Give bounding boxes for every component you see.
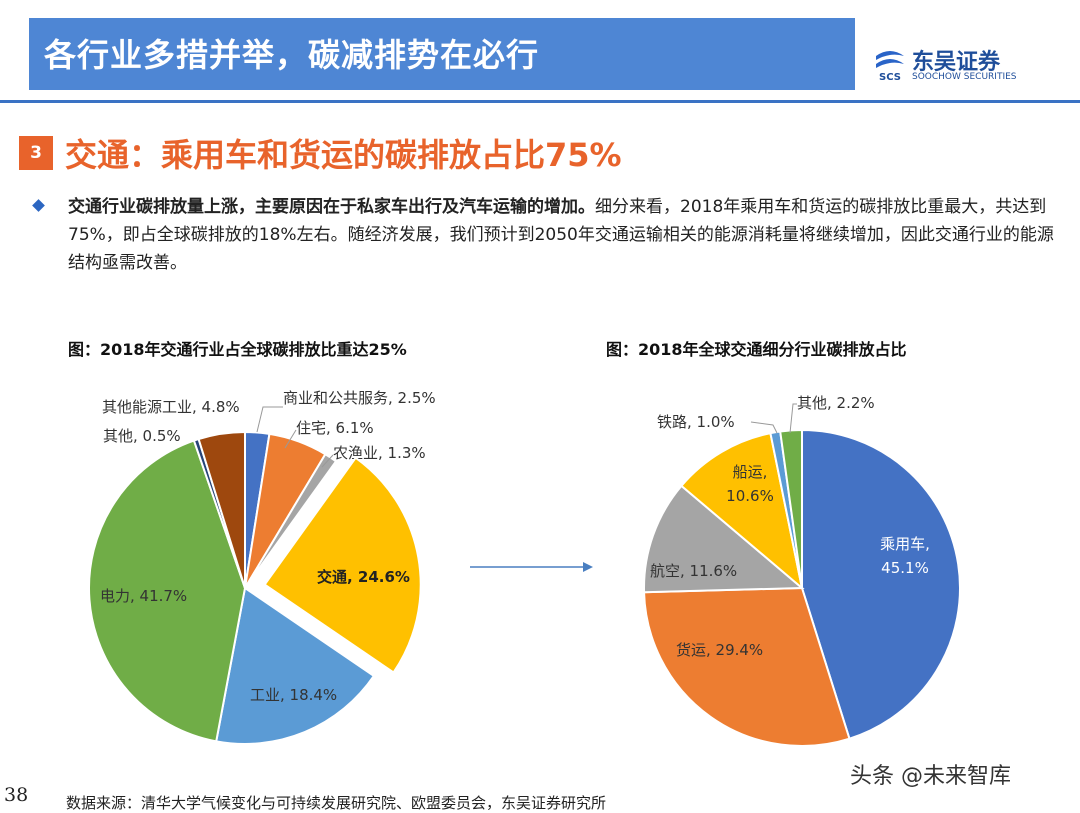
right-pie-slice-5 [779,428,803,589]
left-pie-slice-7 [197,430,246,589]
right-pie-label-4: 铁路, 1.0% [657,413,735,431]
left-chart-title: 图：2018年交通行业占全球碳排放比重达25% [68,340,407,359]
right-pie-leader-5 [789,403,797,434]
left-pie-label-1: 住宅, 6.1% [296,419,374,437]
left-pie-label-2: 农渔业, 1.3% [333,444,426,462]
logo-mark-text: SCS [879,72,901,82]
section-number-badge: 3 [19,136,53,170]
left-pie-leader-0 [256,406,283,433]
right-pie-label-5: 其他, 2.2% [797,394,875,412]
left-pie-leader-1 [284,429,297,449]
logo-english-name: SOOCHOW SECURITIES [912,72,1017,82]
summary-text: 细分来看，2018年乘用车和货运的碳排放比重最大，共达到75%，即占全球碳排放的… [68,197,1054,273]
source-note: 数据来源：清华大学气候变化与可持续发展研究院、欧盟委员会，东吴证券研究所 [66,794,607,812]
header-bar [29,18,855,90]
left-pie-slice-4 [215,586,376,745]
watermark: 头条 @未来智库 [850,764,1011,789]
header-divider [0,100,1080,103]
left-pie-label-7: 其他能源工业, 4.8% [102,398,240,416]
right-pie-label-3: 船运, 10.6% [726,463,774,505]
left-pie-chart: 商业和公共服务, 2.5% 住宅, 6.1% 农渔业, 1.3% 交通, 24.6% 工… [88,389,436,745]
left-pie-label-6: 其他, 0.5% [103,427,181,445]
right-pie-label-1: 货运, 29.4% [676,641,763,659]
right-pie-label-0: 乘用车, 45.1% [880,535,930,577]
right-pie-slice-2 [643,484,805,594]
logo-mark-icon: SCS [876,51,904,82]
left-pie-label-5: 电力, 41.7% [100,587,187,605]
logo-name: 东吴证券 [912,50,1001,75]
right-pie-slice-1 [643,586,851,747]
arrow-icon [470,562,593,572]
brand-logo: SCS 东吴证券 SOOCHOW SECURITIES [870,40,1050,86]
right-chart-title: 图：2018年全球交通细分行业碳排放占比 [606,340,907,359]
right-pie-chart: 乘用车, 45.1% 货运, 29.4% 航空, 11.6% 船运, 10.6% 铁路, 1… [643,394,961,747]
right-pie-slice-3 [680,432,804,591]
left-pie-leader-2 [321,454,334,468]
left-pie-label-0: 商业和公共服务, 2.5% [283,389,436,407]
right-pie-label-2: 航空, 11.6% [650,562,737,580]
left-pie-slice-5 [88,439,247,743]
right-pie-leader-4 [750,421,778,434]
summary-bold: 交通行业碳排放量上涨，主要原因在于私家车出行及汽车运输的增加。 [68,197,595,217]
summary-paragraph: 交通行业碳排放量上涨，主要原因在于私家车出行及汽车运输的增加。细分来看，2018… [68,193,1058,277]
page-number: 38 [4,784,29,806]
page-title: 各行业多措并举，碳减排势在必行 [44,36,540,74]
right-pie-slice-0 [801,428,961,740]
left-pie-label-4: 工业, 18.4% [250,686,337,704]
left-pie-slice-3 [263,456,422,674]
left-pie-label-3: 交通, 24.6% [317,568,410,586]
section-title: 交通：乘用车和货运的碳排放占比75% [65,136,622,174]
